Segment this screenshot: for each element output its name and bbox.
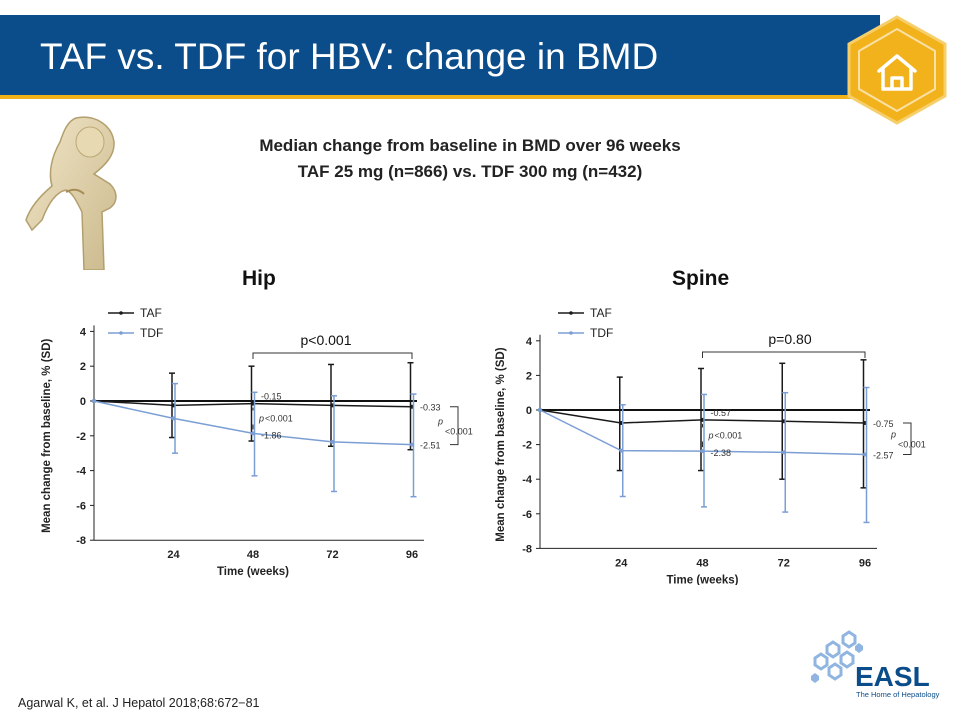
tdf-week48-value: -2.38 xyxy=(711,448,732,458)
overall-p-value: p<0.001 xyxy=(301,332,352,348)
y-tick-label: -8 xyxy=(522,543,532,555)
legend-taf-marker xyxy=(569,311,573,315)
x-axis-label: Time (weeks) xyxy=(666,574,738,585)
tdf-data-point xyxy=(781,450,786,455)
tdf-series-line xyxy=(539,409,866,456)
chart-subtitle-line1: Median change from baseline in BMD over … xyxy=(259,136,681,155)
tdf-data-point xyxy=(251,431,255,436)
tdf-data-point xyxy=(863,452,867,457)
y-axis-label: Mean change from baseline, % (SD) xyxy=(41,338,53,532)
tdf-series-line xyxy=(93,400,413,446)
legend-tdf-label: TDF xyxy=(590,326,613,340)
y-tick-label: 2 xyxy=(526,370,532,382)
end-p-label: p xyxy=(890,430,896,440)
legend-taf-label: TAF xyxy=(140,306,162,320)
easl-logo[interactable]: EASL The Home of Hepatology xyxy=(805,630,955,700)
tdf-data-point xyxy=(92,399,96,403)
overall-p-bracket xyxy=(252,352,413,359)
week48-p-value: <0.001 xyxy=(715,431,743,441)
y-tick-label: 0 xyxy=(80,396,86,408)
y-tick-label: 2 xyxy=(80,361,86,373)
spine-panel-title: Spine xyxy=(672,267,730,290)
y-tick-label: -4 xyxy=(522,474,533,486)
tdf-end-value: -2.51 xyxy=(420,441,441,451)
end-p-bracket xyxy=(903,422,912,455)
y-tick-label: 0 xyxy=(526,405,532,417)
hip-chart: 4 2 0 -2 -4 -6 -8 24 48 72 96 Time (weeks) Mean chan… xyxy=(41,306,473,578)
legend-tdf-label: TDF xyxy=(140,326,163,340)
tdf-data-point xyxy=(538,408,542,412)
taf-week48-value: -0.15 xyxy=(261,392,282,402)
end-p-bracket xyxy=(450,406,459,446)
spine-chart: 4 2 0 -2 -4 -6 -8 24 48 72 96 Time (weeks) Mean chan… xyxy=(495,306,926,585)
y-tick-label: -8 xyxy=(76,535,86,547)
y-axis-label: Mean change from baseline, % (SD) xyxy=(495,347,507,541)
logo-text: EASL xyxy=(855,661,930,692)
tdf-week48-value: -1.86 xyxy=(261,430,282,440)
x-tick-label: 48 xyxy=(247,549,259,561)
tdf-data-point xyxy=(619,448,624,453)
tdf-data-point xyxy=(410,442,414,447)
home-icon[interactable] xyxy=(845,15,949,125)
title-bar: TAF vs. TDF for HBV: change in BMD xyxy=(0,15,880,99)
y-tick-label: -2 xyxy=(76,431,86,443)
week48-p-value: <0.001 xyxy=(265,413,293,423)
x-tick-label: 24 xyxy=(615,557,628,569)
tdf-data-point xyxy=(700,449,705,454)
hip-bone-illustration xyxy=(25,116,117,270)
hip-panel-title: Hip xyxy=(242,267,276,290)
x-tick-label: 48 xyxy=(696,557,708,569)
x-axis-label: Time (weeks) xyxy=(217,566,289,578)
tdf-data-point xyxy=(171,416,176,421)
y-tick-label: 4 xyxy=(80,326,87,338)
legend-tdf-marker xyxy=(569,331,573,335)
taf-end-value: -0.33 xyxy=(420,403,441,413)
x-tick-label: 72 xyxy=(326,549,338,561)
x-tick-label: 96 xyxy=(406,549,418,561)
week48-p-label: p xyxy=(708,431,714,441)
x-tick-label: 96 xyxy=(859,557,871,569)
x-tick-label: 72 xyxy=(778,557,790,569)
end-p-value: <0.001 xyxy=(898,440,926,450)
overall-p-value: p=0.80 xyxy=(768,331,811,347)
legend-taf-marker xyxy=(119,311,123,315)
end-p-label: p xyxy=(437,417,443,427)
taf-end-value: -0.75 xyxy=(873,419,894,429)
y-tick-label: -6 xyxy=(522,509,532,521)
logo-tagline: The Home of Hepatology xyxy=(856,690,940,699)
week48-p-label: p xyxy=(258,413,264,423)
y-tick-label: -2 xyxy=(522,440,532,452)
citation: Agarwal K, et al. J Hepatol 2018;68:672−… xyxy=(18,696,260,710)
chart-subtitle-line2: TAF 25 mg (n=866) vs. TDF 300 mg (n=432) xyxy=(297,162,643,181)
tdf-data-point xyxy=(330,439,335,444)
y-tick-label: 4 xyxy=(526,336,533,348)
y-tick-label: -4 xyxy=(76,466,87,478)
taf-week48-value: -0.57 xyxy=(711,408,732,418)
slide-title: TAF vs. TDF for HBV: change in BMD xyxy=(40,36,659,77)
overall-p-bracket xyxy=(702,351,866,358)
end-p-value: <0.001 xyxy=(445,427,473,437)
tdf-end-value: -2.57 xyxy=(873,450,894,460)
legend-tdf-marker xyxy=(119,331,123,335)
legend-taf-label: TAF xyxy=(590,306,612,320)
y-tick-label: -6 xyxy=(76,500,86,512)
x-tick-label: 24 xyxy=(167,549,180,561)
